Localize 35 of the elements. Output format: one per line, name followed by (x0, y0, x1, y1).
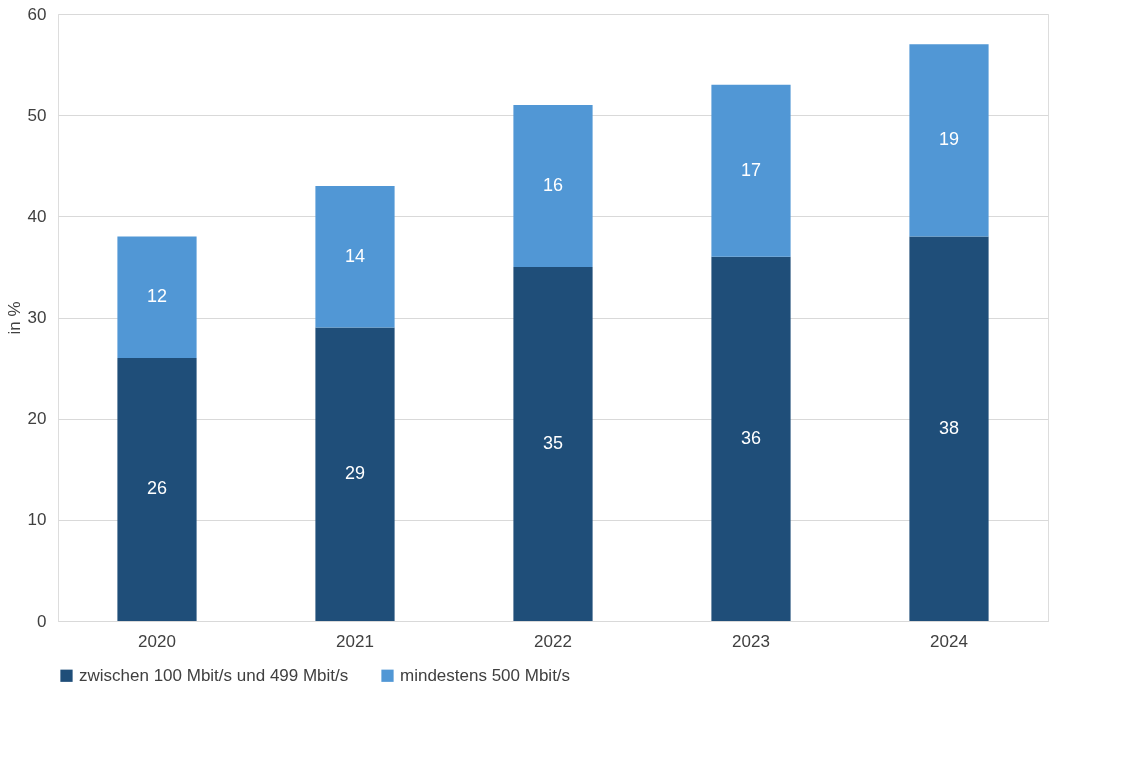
data-label: 19 (938, 129, 960, 150)
bar (315, 185, 395, 328)
x-tick-label: 2023 (732, 631, 770, 651)
y-axis-title: in % (4, 301, 24, 335)
data-label: 17 (740, 159, 762, 180)
bar (711, 256, 791, 621)
data-label: 38 (938, 417, 960, 438)
y-tick-label: 40 (27, 206, 47, 226)
data-label: 16 (542, 174, 564, 195)
y-tick-label: 60 (27, 4, 47, 24)
y-tick-label: 30 (27, 308, 47, 327)
x-tick-label: 2020 (138, 631, 176, 651)
data-label: 36 (740, 427, 762, 448)
data-label: 14 (344, 245, 366, 266)
bar (513, 266, 593, 621)
bar (909, 236, 989, 621)
bar (513, 105, 593, 267)
data-label: 29 (344, 463, 366, 484)
y-tick-label: 10 (27, 510, 47, 530)
data-label: 26 (146, 478, 168, 499)
legend-label: zwischen 100 Mbit/s und 499 Mbit/s (79, 665, 349, 685)
bar (711, 84, 791, 257)
x-tick-label: 2024 (930, 631, 968, 651)
bar (909, 44, 989, 237)
bar (117, 236, 197, 358)
y-tick-label: 20 (27, 409, 47, 429)
bar (117, 357, 197, 621)
legend-label: mindestens 500 Mbit/s (400, 665, 571, 685)
x-tick-label: 2021 (336, 631, 374, 651)
y-tick-label: 0 (37, 611, 47, 631)
data-label: 35 (542, 432, 564, 453)
data-label: 12 (146, 286, 168, 307)
bar (315, 327, 395, 621)
y-tick-label: 50 (27, 105, 47, 125)
x-tick-label: 2022 (534, 631, 572, 651)
